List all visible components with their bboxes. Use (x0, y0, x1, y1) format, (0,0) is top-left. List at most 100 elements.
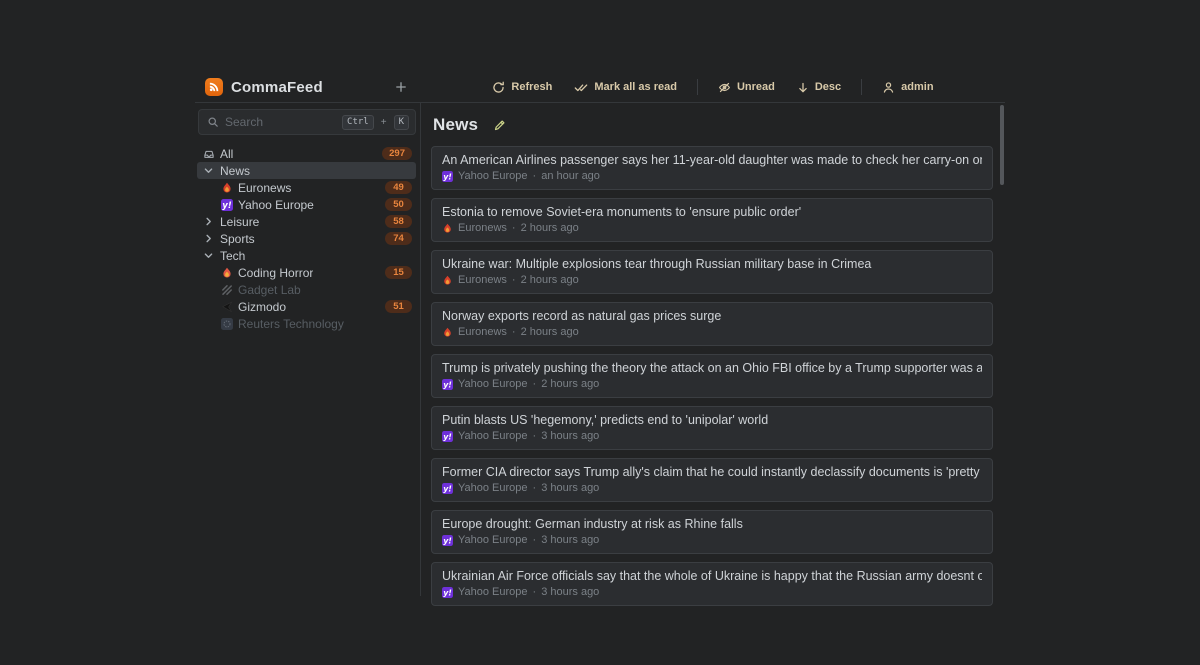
euronews-icon (442, 223, 453, 234)
sidebar-item-label: Leisure (220, 214, 260, 229)
article-meta: Euronews · 2 hours ago (442, 326, 982, 339)
refresh-label: Refresh (511, 81, 553, 93)
sidebar-item-label: Reuters Technology (238, 316, 344, 331)
unread-filter-button[interactable]: Unread (708, 77, 785, 98)
article-title: Ukrainian Air Force officials say that t… (442, 569, 982, 583)
commafeed-logo (205, 78, 223, 96)
article-card[interactable]: An American Airlines passenger says her … (431, 146, 993, 190)
unread-count-badge: 297 (382, 147, 412, 160)
admin-menu-button[interactable]: admin (872, 77, 943, 98)
sidebar-item-sports[interactable]: Sports 74 (197, 230, 416, 247)
yahoo-icon: y! (442, 431, 453, 442)
plus-icon (394, 80, 408, 94)
sidebar-item-gizmodo[interactable]: Gizmodo 51 (197, 298, 416, 315)
commafeed-app: CommaFeed Refresh Mark all as read Unrea… (195, 72, 1005, 606)
article-card[interactable]: Ukrainian Air Force officials say that t… (431, 562, 993, 606)
article-meta: y! Yahoo Europe · 3 hours ago (442, 430, 982, 443)
mark-all-read-button[interactable]: Mark all as read (564, 77, 687, 98)
app-body: Ctrl + K All 297 News Euronews 49 y! Yah… (195, 103, 1005, 606)
rss-icon (208, 81, 220, 93)
article-feed-name: Yahoo Europe (458, 534, 528, 546)
article-feed-name: Euronews (458, 274, 507, 286)
chevron-down-icon[interactable] (202, 250, 215, 261)
sidebar-item-tech[interactable]: Tech (197, 247, 416, 264)
article-time: 2 hours ago (520, 222, 579, 234)
search-input[interactable] (225, 115, 337, 129)
article-card[interactable]: Ukraine war: Multiple explosions tear th… (431, 250, 993, 294)
sidebar-item-leisure[interactable]: Leisure 58 (197, 213, 416, 230)
sidebar-item-yahoo-europe[interactable]: y! Yahoo Europe 50 (197, 196, 416, 213)
article-time: 2 hours ago (520, 274, 579, 286)
kbd-k: K (393, 114, 409, 130)
yahoo-icon: y! (442, 587, 453, 598)
user-icon (882, 81, 895, 94)
article-card[interactable]: Putin blasts US 'hegemony,' predicts end… (431, 406, 993, 450)
sidebar-item-coding-horror[interactable]: Coding Horror 15 (197, 264, 416, 281)
sidebar-item-label: Yahoo Europe (238, 197, 314, 212)
article-meta: y! Yahoo Europe · 2 hours ago (442, 378, 982, 391)
sidebar-item-all[interactable]: All 297 (197, 145, 416, 162)
article-card[interactable]: Trump is privately pushing the theory th… (431, 354, 993, 398)
sidebar-item-euronews[interactable]: Euronews 49 (197, 179, 416, 196)
sidebar-item-label: Euronews (238, 180, 292, 195)
svg-text:y!: y! (443, 432, 452, 441)
toolbar-divider (696, 79, 698, 95)
meta-separator: · (532, 586, 537, 598)
sidebar-item-gadget-lab[interactable]: Gadget Lab (197, 281, 416, 298)
article-card[interactable]: Former CIA director says Trump ally's cl… (431, 458, 993, 502)
svg-text:y!: y! (443, 484, 452, 493)
article-feed-name: Euronews (458, 222, 507, 234)
article-meta: Euronews · 2 hours ago (442, 222, 982, 235)
meta-separator: · (532, 482, 537, 494)
article-meta: y! Yahoo Europe · 3 hours ago (442, 482, 982, 495)
chevron-down-icon[interactable] (202, 165, 215, 176)
article-title: Estonia to remove Soviet-era monuments t… (442, 205, 802, 219)
unread-count-badge: 74 (385, 232, 412, 245)
edit-category-button[interactable] (493, 119, 506, 132)
search-icon (207, 116, 219, 128)
sidebar-item-label: Coding Horror (238, 265, 314, 280)
article-title: Europe drought: German industry at risk … (442, 517, 743, 531)
sidebar-item-label: News (220, 163, 251, 178)
mark-all-read-label: Mark all as read (594, 81, 677, 93)
sidebar-item-label: Gadget Lab (238, 282, 301, 297)
article-card[interactable]: Norway exports record as natural gas pri… (431, 302, 993, 346)
article-time: 3 hours ago (541, 482, 600, 494)
yahoo-icon: y! (220, 198, 233, 211)
svg-text:y!: y! (443, 172, 452, 181)
article-time: an hour ago (541, 170, 600, 182)
meta-separator: · (511, 326, 516, 338)
article-meta: Euronews · 2 hours ago (442, 274, 982, 287)
add-subscription-button[interactable] (391, 77, 411, 97)
app-title: CommaFeed (231, 78, 323, 96)
meta-separator: · (511, 222, 516, 234)
sidebar-item-label: All (220, 146, 234, 161)
gizmodo-icon (220, 300, 233, 313)
article-card[interactable]: Estonia to remove Soviet-era monuments t… (431, 198, 993, 242)
sidebar-item-news[interactable]: News (197, 162, 416, 179)
meta-separator: · (532, 378, 537, 390)
eye-off-icon (718, 81, 731, 94)
feed-tree: All 297 News Euronews 49 y! Yahoo Europe… (197, 145, 416, 332)
article-feed-name: Yahoo Europe (458, 430, 528, 442)
header-toolbar: Refresh Mark all as read Unread Desc adm… (421, 77, 1005, 98)
scrollbar-thumb[interactable] (1000, 105, 1004, 185)
sidebar-item-reuters-technology[interactable]: Reuters Technology (197, 315, 416, 332)
article-time: 2 hours ago (520, 326, 579, 338)
svg-text:y!: y! (443, 588, 452, 597)
article-card[interactable]: Europe drought: German industry at risk … (431, 510, 993, 554)
chevron-right-icon[interactable] (202, 216, 215, 227)
sidebar-item-label: Gizmodo (238, 299, 287, 314)
chevron-right-icon[interactable] (202, 233, 215, 244)
arrow-down-icon (797, 81, 809, 94)
article-panel: News An American Airlines passenger says… (421, 103, 1005, 606)
unread-count-badge: 50 (385, 198, 412, 211)
category-header: News (433, 115, 993, 135)
unread-count-badge: 15 (385, 266, 412, 279)
search-box[interactable]: Ctrl + K (198, 109, 416, 135)
refresh-button[interactable]: Refresh (482, 77, 562, 98)
sidebar-item-label: Tech (220, 248, 246, 263)
sort-desc-button[interactable]: Desc (787, 77, 851, 98)
article-title: Ukraine war: Multiple explosions tear th… (442, 257, 872, 271)
svg-text:y!: y! (222, 201, 232, 211)
